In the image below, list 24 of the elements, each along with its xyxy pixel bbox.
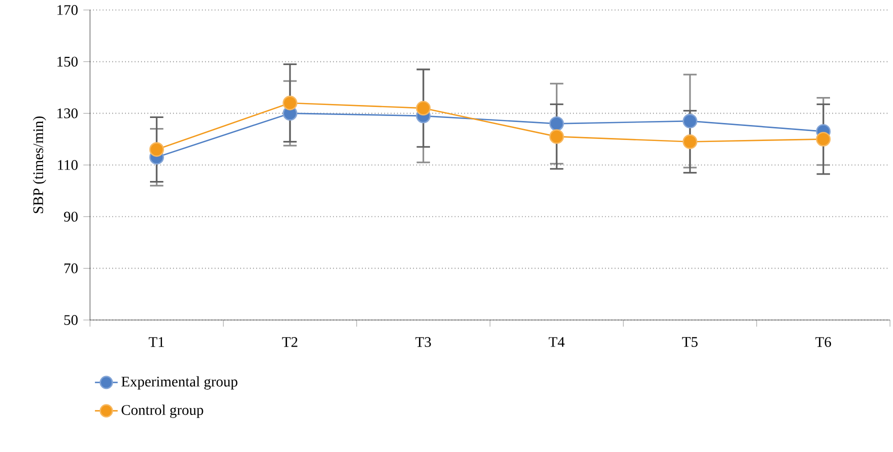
point: [816, 132, 831, 146]
x-tick-label: T3: [415, 337, 431, 347]
point: [682, 114, 698, 128]
point: [549, 129, 564, 144]
y-tick-label: 130: [57, 108, 78, 118]
x-tick-label: T5: [682, 337, 698, 347]
y-tick-label: 90: [64, 212, 78, 222]
y-tick-label: 170: [57, 5, 78, 15]
x-tick-label: T2: [282, 337, 298, 347]
legend-label: Experimental group: [121, 376, 238, 390]
y-tick-label: 150: [57, 56, 78, 67]
point: [282, 96, 298, 110]
y-axis-title: SBP (times/min): [32, 116, 46, 214]
point: [149, 142, 164, 157]
x-tick-label: T1: [148, 337, 164, 347]
x-tick-label: T6: [815, 337, 832, 347]
legend-label: Control group: [122, 404, 204, 418]
y-tick-label: 110: [58, 160, 78, 170]
y-tick-label: 50: [64, 315, 78, 325]
point: [416, 100, 431, 116]
y-tick-label: 70: [64, 263, 78, 274]
point: [682, 134, 698, 150]
x-tick-label: T4: [548, 337, 565, 347]
point: [549, 116, 564, 131]
